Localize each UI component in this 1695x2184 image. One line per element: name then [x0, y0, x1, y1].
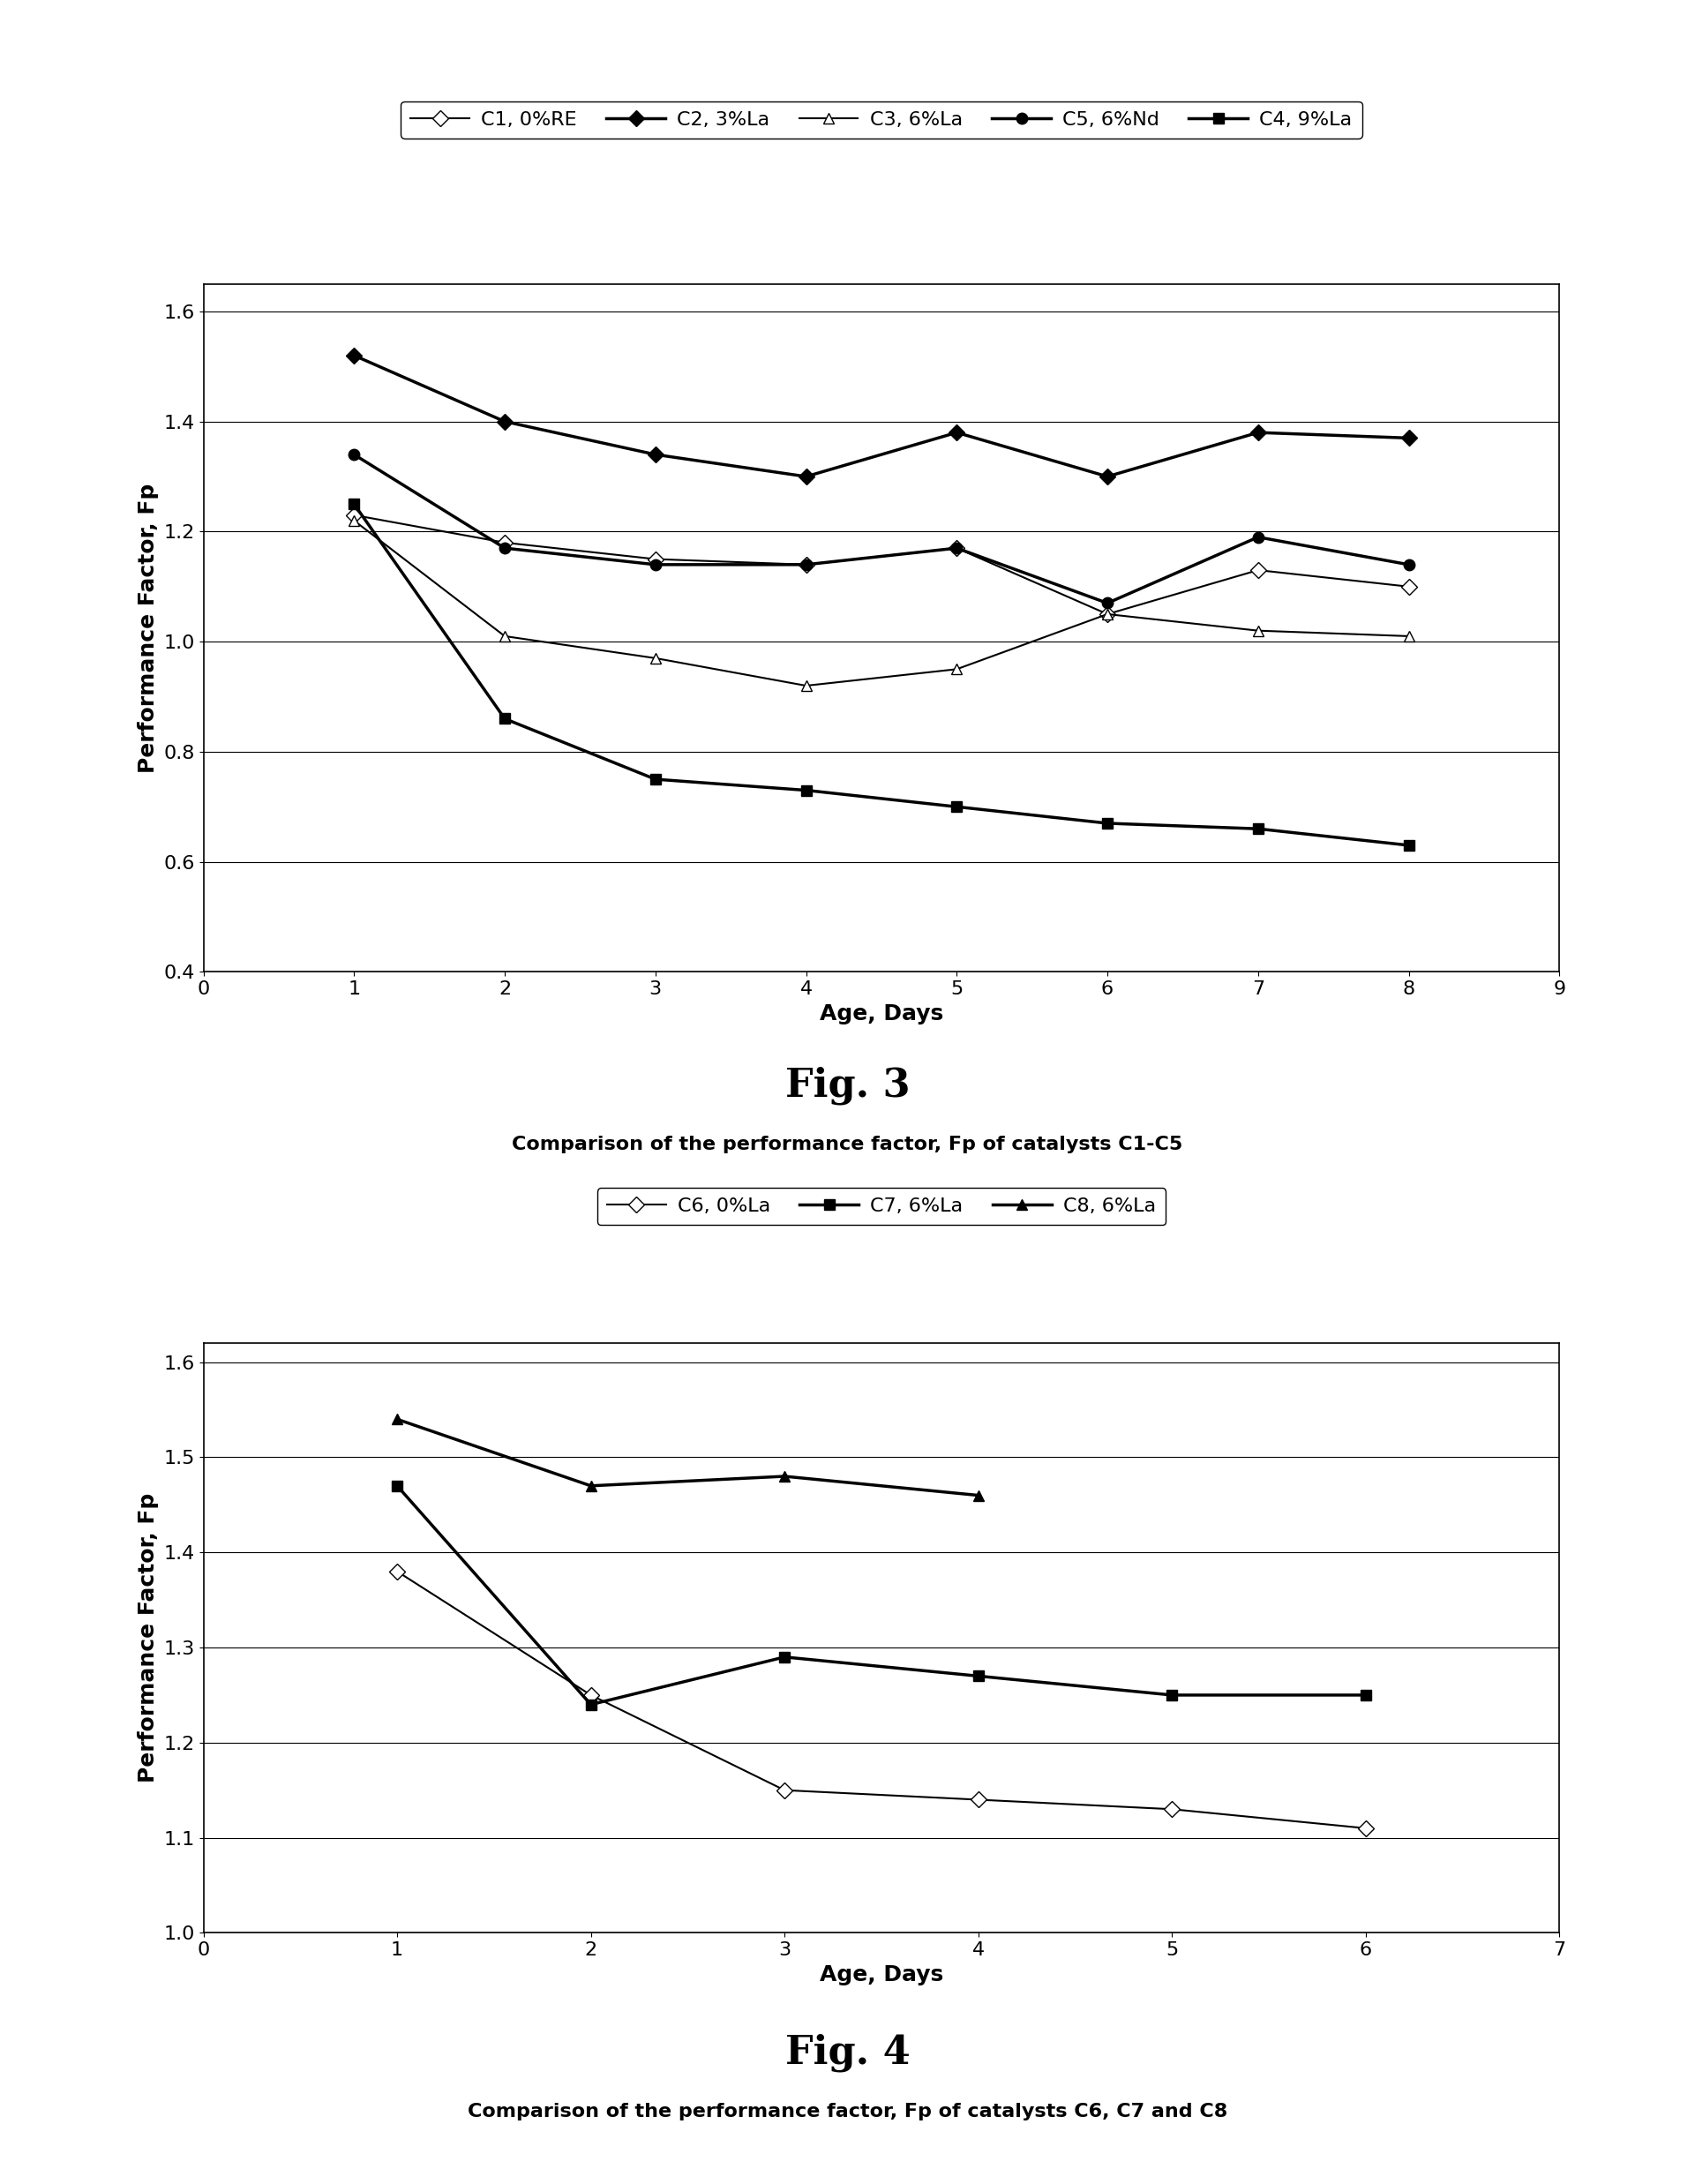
- C2, 3%La: [646, 441, 666, 467]
- Legend: C1, 0%RE, C2, 3%La, C3, 6%La, C5, 6%Nd, C4, 9%La: C1, 0%RE, C2, 3%La, C3, 6%La, C5, 6%Nd, …: [400, 100, 1363, 138]
- C3, 6%La: [344, 507, 364, 533]
- C4, 9%La: [1248, 815, 1268, 841]
- C4, 9%La: [495, 705, 515, 732]
- Line: C8, 6%La: C8, 6%La: [392, 1413, 983, 1500]
- C6, 0%La: [581, 1682, 602, 1708]
- C3, 6%La: [946, 655, 966, 681]
- C2, 3%La: [946, 419, 966, 446]
- C7, 6%La: [775, 1645, 795, 1671]
- Line: C6, 0%La: C6, 0%La: [392, 1566, 1371, 1835]
- C6, 0%La: [386, 1559, 407, 1586]
- X-axis label: Age, Days: Age, Days: [819, 1002, 944, 1024]
- C5, 6%Nd: [646, 553, 666, 579]
- C4, 9%La: [646, 767, 666, 793]
- C3, 6%La: [495, 622, 515, 649]
- C4, 9%La: [797, 778, 817, 804]
- C5, 6%Nd: [495, 535, 515, 561]
- C1, 0%RE: [495, 529, 515, 555]
- Y-axis label: Performance Factor, Fp: Performance Factor, Fp: [137, 1494, 159, 1782]
- C1, 0%RE: [797, 553, 817, 579]
- C2, 3%La: [1097, 463, 1117, 489]
- C1, 0%RE: [646, 546, 666, 572]
- C5, 6%Nd: [1248, 524, 1268, 550]
- Text: Comparison of the performance factor, Fp of catalysts C6, C7 and C8: Comparison of the performance factor, Fp…: [468, 2103, 1227, 2121]
- C4, 9%La: [1097, 810, 1117, 836]
- Text: Fig. 3: Fig. 3: [785, 1066, 910, 1105]
- C3, 6%La: [1248, 618, 1268, 644]
- C8, 6%La: [968, 1483, 988, 1509]
- C7, 6%La: [1161, 1682, 1181, 1708]
- C8, 6%La: [386, 1406, 407, 1433]
- Text: Comparison of the performance factor, Fp of catalysts C1-C5: Comparison of the performance factor, Fp…: [512, 1136, 1183, 1153]
- C4, 9%La: [1398, 832, 1419, 858]
- C1, 0%RE: [1097, 601, 1117, 627]
- X-axis label: Age, Days: Age, Days: [819, 1963, 944, 1985]
- C4, 9%La: [344, 491, 364, 518]
- C5, 6%Nd: [797, 553, 817, 579]
- C1, 0%RE: [1398, 574, 1419, 601]
- C2, 3%La: [495, 408, 515, 435]
- C6, 0%La: [968, 1787, 988, 1813]
- Line: C2, 3%La: C2, 3%La: [349, 349, 1414, 483]
- C2, 3%La: [1248, 419, 1268, 446]
- C6, 0%La: [1161, 1795, 1181, 1821]
- C7, 6%La: [1356, 1682, 1376, 1708]
- C5, 6%Nd: [1398, 553, 1419, 579]
- C2, 3%La: [344, 343, 364, 369]
- C3, 6%La: [1097, 601, 1117, 627]
- Line: C4, 9%La: C4, 9%La: [349, 498, 1414, 852]
- C6, 0%La: [775, 1778, 795, 1804]
- Line: C7, 6%La: C7, 6%La: [392, 1481, 1371, 1710]
- C5, 6%Nd: [344, 441, 364, 467]
- Line: C5, 6%Nd: C5, 6%Nd: [349, 450, 1414, 609]
- C7, 6%La: [386, 1472, 407, 1498]
- C1, 0%RE: [946, 535, 966, 561]
- C1, 0%RE: [1248, 557, 1268, 583]
- Legend: C6, 0%La, C7, 6%La, C8, 6%La: C6, 0%La, C7, 6%La, C8, 6%La: [597, 1188, 1166, 1225]
- C2, 3%La: [1398, 426, 1419, 452]
- C2, 3%La: [797, 463, 817, 489]
- Line: C3, 6%La: C3, 6%La: [349, 515, 1414, 690]
- C3, 6%La: [1398, 622, 1419, 649]
- C5, 6%Nd: [946, 535, 966, 561]
- C8, 6%La: [581, 1472, 602, 1498]
- Text: Fig. 4: Fig. 4: [785, 2033, 910, 2073]
- Y-axis label: Performance Factor, Fp: Performance Factor, Fp: [137, 483, 159, 773]
- C5, 6%Nd: [1097, 590, 1117, 616]
- C4, 9%La: [946, 793, 966, 819]
- C7, 6%La: [968, 1662, 988, 1688]
- C6, 0%La: [1356, 1815, 1376, 1841]
- Line: C1, 0%RE: C1, 0%RE: [349, 509, 1414, 620]
- C8, 6%La: [775, 1463, 795, 1489]
- C3, 6%La: [797, 673, 817, 699]
- C3, 6%La: [646, 644, 666, 670]
- C7, 6%La: [581, 1690, 602, 1717]
- C1, 0%RE: [344, 502, 364, 529]
